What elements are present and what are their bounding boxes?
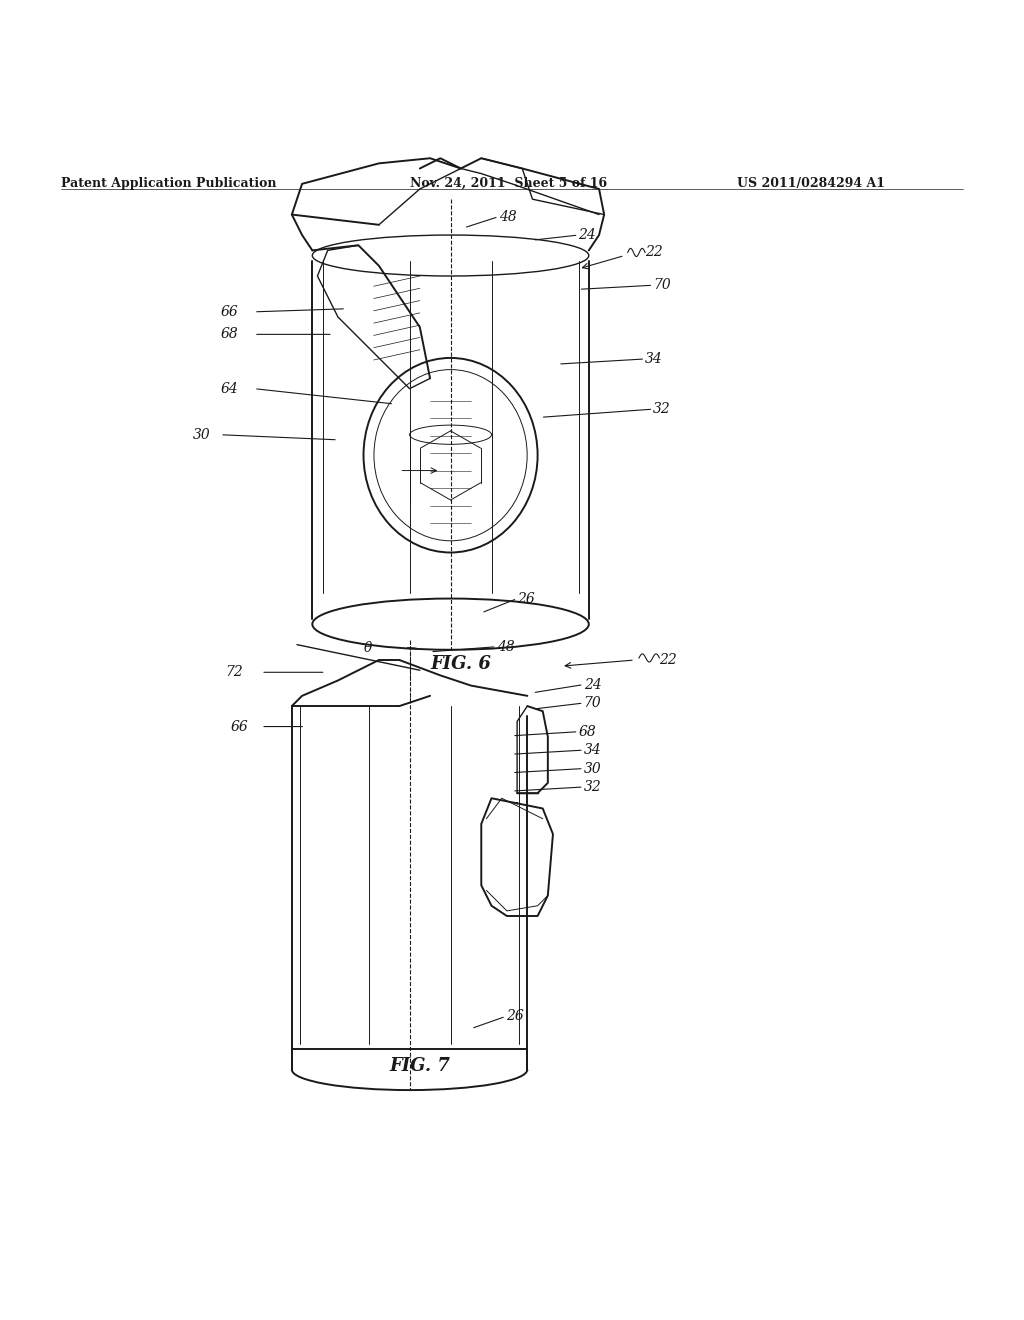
Text: 30: 30 [584,762,601,776]
Text: 48: 48 [497,640,514,653]
Text: Patent Application Publication: Patent Application Publication [61,177,276,190]
Text: 32: 32 [584,780,601,793]
Text: 22: 22 [645,246,663,260]
Text: 30: 30 [193,428,210,442]
Text: 68: 68 [579,725,596,739]
Text: 24: 24 [579,228,596,242]
Text: 72: 72 [225,665,243,680]
Text: 66: 66 [220,305,238,319]
Text: FIG. 6: FIG. 6 [430,655,492,673]
Text: θ: θ [364,640,372,655]
Text: Nov. 24, 2011  Sheet 5 of 16: Nov. 24, 2011 Sheet 5 of 16 [410,177,607,190]
Text: FIG. 7: FIG. 7 [389,1057,451,1076]
Text: 32: 32 [653,403,671,416]
Text: 70: 70 [584,696,601,710]
Text: 24: 24 [584,677,601,692]
Text: 66: 66 [230,719,248,734]
Text: 34: 34 [645,352,663,366]
Text: 64: 64 [220,381,238,396]
Text: 22: 22 [659,653,677,667]
Text: 68: 68 [220,327,238,342]
Text: 48: 48 [499,210,516,223]
Text: 34: 34 [584,743,601,758]
Text: US 2011/0284294 A1: US 2011/0284294 A1 [737,177,886,190]
Text: 26: 26 [506,1010,523,1023]
Text: 26: 26 [517,591,535,606]
Text: 70: 70 [653,279,671,292]
